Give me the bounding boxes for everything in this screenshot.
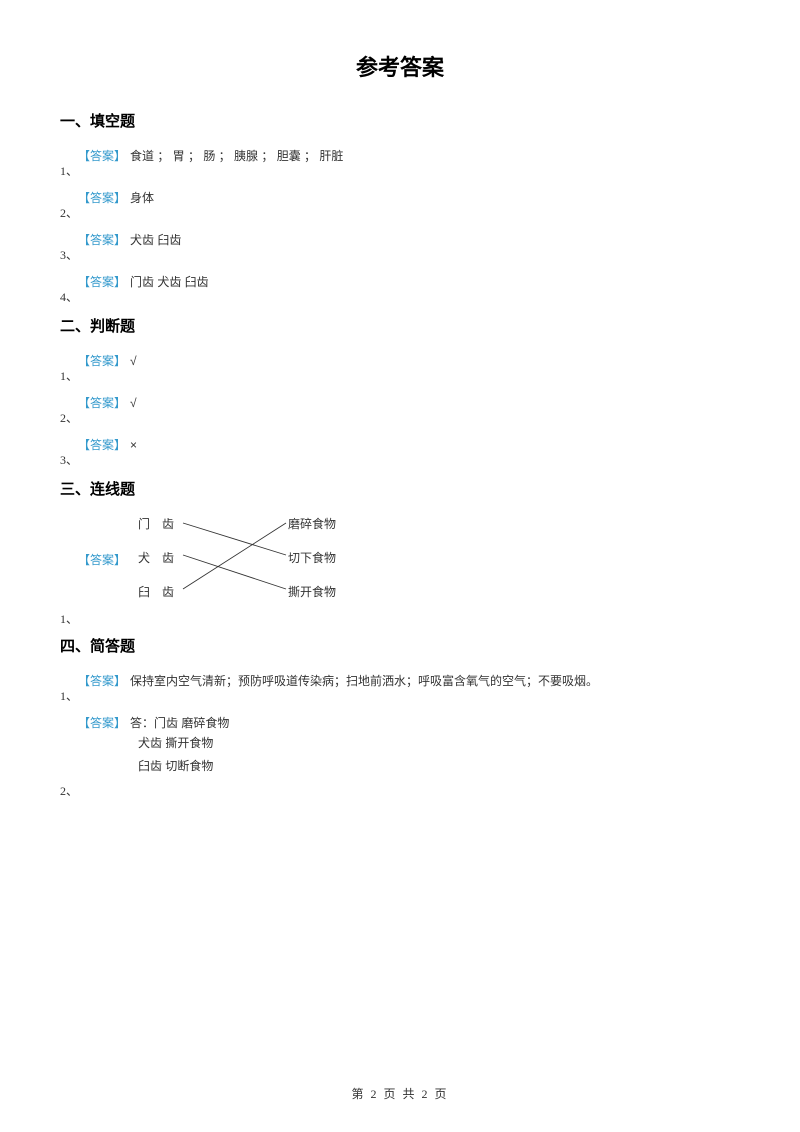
item-number: 1、 [60,367,78,384]
answer-tag: 【答案】 [78,716,126,730]
page-container: 参考答案 一、填空题 【答案】 食道 ； 胃 ； 肠 ； 胰腺 ； 胆囊 ； 肝… [0,0,800,799]
page-footer: 第 2 页 共 2 页 [0,1085,800,1102]
item-number: 2、 [60,782,740,799]
answer-text: 犬齿 撕开食物 [138,732,740,755]
answer-text: 犬齿 臼齿 [130,233,181,247]
fill-item: 【答案】 身体 2、 [60,189,740,209]
answer-tag: 【答案】 [78,354,126,368]
answer-tag: 【答案】 [78,438,126,452]
judge-item: 【答案】 √ 2、 [60,394,740,414]
item-number: 4、 [60,288,78,305]
match-item: 【答案】 门 齿 犬 齿 臼 齿 磨碎食物 切下食物 撕开食物 1、 [60,515,740,615]
page-title: 参考答案 [60,50,740,82]
answer-tag: 【答案】 [78,233,126,247]
answer-tag: 【答案】 [78,551,126,568]
answer-text: √ [130,354,137,368]
answer-text: √ [130,396,137,410]
matching-diagram: 门 齿 犬 齿 臼 齿 磨碎食物 切下食物 撕开食物 [138,515,438,615]
fill-item: 【答案】 食道 ； 胃 ； 肠 ； 胰腺 ； 胆囊 ； 肝脏 1、 [60,147,740,167]
answer-tag: 【答案】 [78,275,126,289]
item-number: 2、 [60,204,78,221]
fill-item: 【答案】 门齿 犬齿 臼齿 4、 [60,273,740,293]
answer-text: 臼齿 切断食物 [138,755,740,778]
answer-text: 身体 [130,191,154,205]
item-number: 1、 [60,162,78,179]
answer-text: 食道 ； 胃 ； 肠 ； 胰腺 ； 胆囊 ； 肝脏 [130,149,343,163]
judge-item: 【答案】 √ 1、 [60,352,740,372]
answer-tag: 【答案】 [78,674,126,688]
short-item: 【答案】 保持室内空气清新；预防呼吸道传染病；扫地前洒水；呼吸富含氧气的空气；不… [60,672,740,692]
answer-text: 答：门齿 磨碎食物 [130,716,229,730]
item-number: 1、 [60,610,78,627]
short-item: 【答案】 答：门齿 磨碎食物 犬齿 撕开食物 臼齿 切断食物 2、 [60,714,740,799]
section-heading-short: 四、简答题 [60,635,740,656]
item-number: 2、 [60,409,78,426]
item-number: 3、 [60,246,78,263]
item-number: 3、 [60,451,78,468]
answer-text: 门齿 犬齿 臼齿 [130,275,209,289]
answer-tag: 【答案】 [78,149,126,163]
answer-text: × [130,438,137,452]
judge-item: 【答案】 × 3、 [60,436,740,456]
section-heading-judge: 二、判断题 [60,315,740,336]
matching-lines-icon [138,515,438,615]
answer-tag: 【答案】 [78,191,126,205]
answer-tag: 【答案】 [78,396,126,410]
item-number: 1、 [60,687,78,704]
answer-text: 保持室内空气清新；预防呼吸道传染病；扫地前洒水；呼吸富含氧气的空气；不要吸烟。 [130,674,598,688]
fill-item: 【答案】 犬齿 臼齿 3、 [60,231,740,251]
section-heading-match: 三、连线题 [60,478,740,499]
section-heading-fill: 一、填空题 [60,110,740,131]
